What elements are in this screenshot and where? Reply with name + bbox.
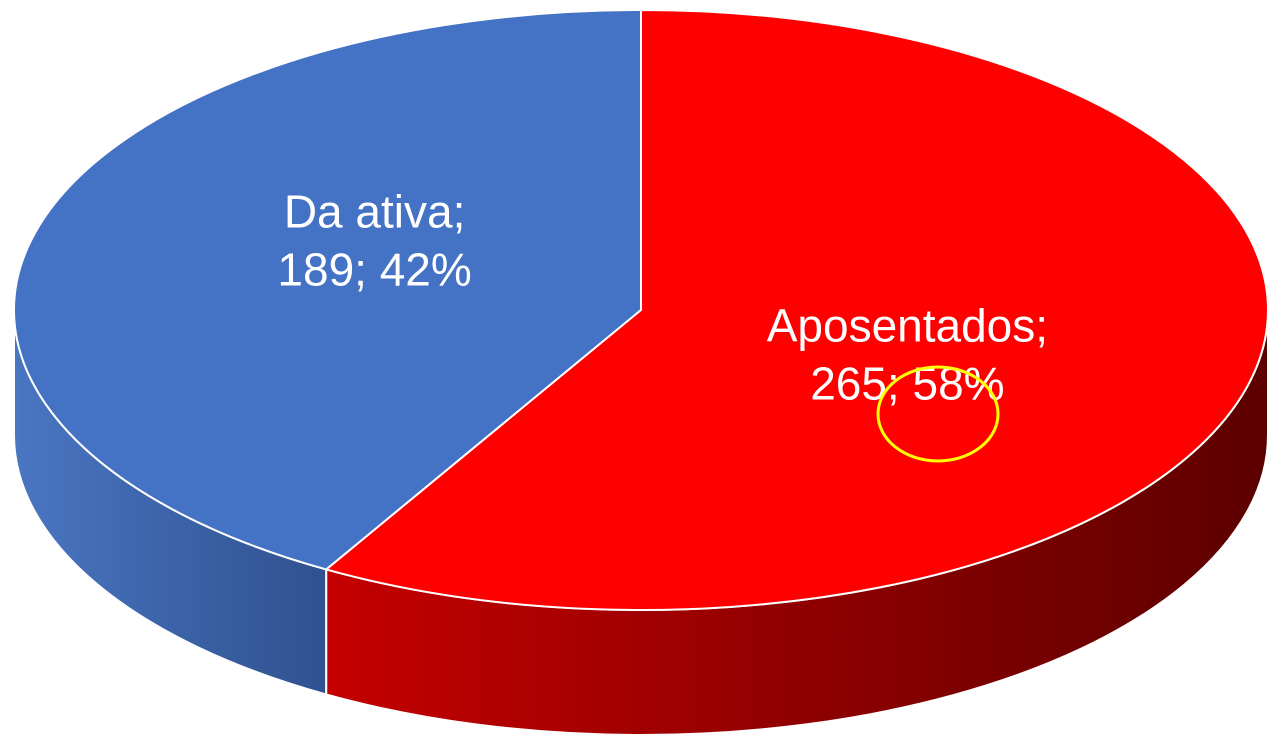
pie-tops <box>13 8 1269 611</box>
label-separator: ; <box>1035 299 1048 351</box>
pie-slice <box>13 8 642 571</box>
data-labels: Da ativa; 189; 42% Aposentados; 265; 58% <box>277 186 1048 410</box>
data-label: Da ativa; 189; 42% <box>277 186 471 296</box>
label-separator: ; <box>453 186 466 238</box>
label-category: Aposentados <box>767 299 1036 351</box>
data-label: Aposentados; 265; 58% <box>767 299 1048 409</box>
pie-slice <box>324 8 1269 611</box>
highlight-circle <box>876 365 1000 463</box>
label-category: Da ativa <box>284 186 453 238</box>
label-value: 265; 58% <box>810 357 1004 409</box>
label-value: 189; 42% <box>277 244 471 296</box>
